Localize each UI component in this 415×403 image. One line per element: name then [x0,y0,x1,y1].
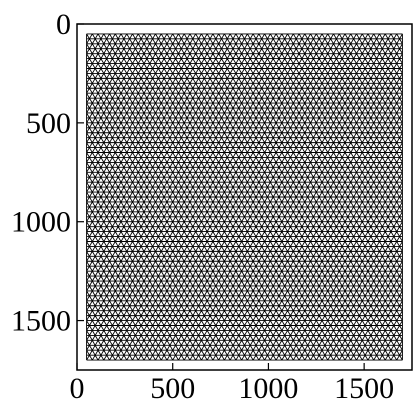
triangle-mesh [86,33,403,361]
axis-ticks [76,23,365,370]
x-tick-labels: 0 500 1000 1500 [70,372,395,403]
y-tick-label: 500 [26,107,71,140]
y-tick-label: 1000 [11,206,71,239]
y-tick-label: 1500 [11,305,71,338]
mesh-edges [86,33,403,361]
x-tick-label: 0 [70,372,85,403]
x-tick-label: 500 [150,372,195,403]
x-tick-label: 1000 [238,372,298,403]
y-tick-label: 0 [56,8,71,41]
plot-frame [76,23,413,371]
y-tick-labels: 0 500 1000 1500 [11,8,71,338]
x-tick-label: 1500 [334,372,394,403]
